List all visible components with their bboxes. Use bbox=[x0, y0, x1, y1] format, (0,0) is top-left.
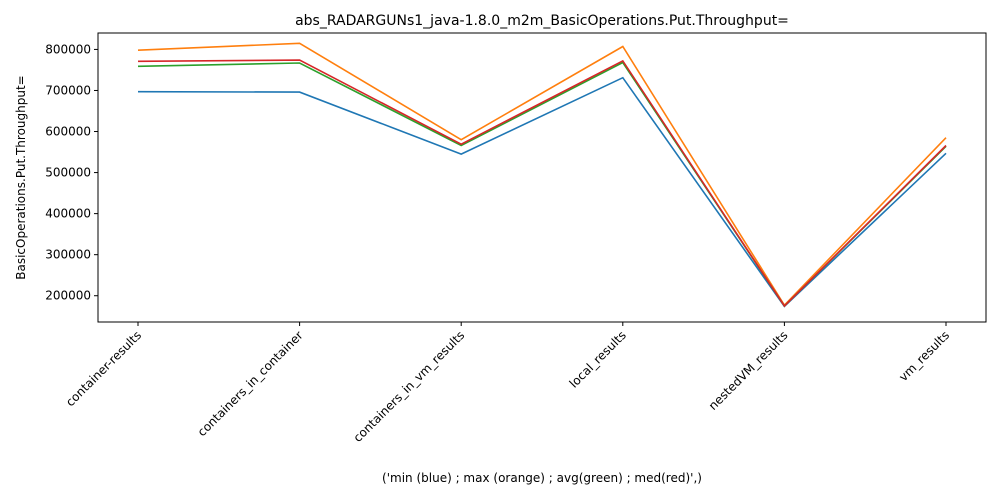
y-tick-label: 300000 bbox=[45, 248, 91, 262]
plot-frame bbox=[97, 32, 987, 323]
x-tick-label: containers_in_vm_results bbox=[351, 328, 468, 445]
y-tick-label: 600000 bbox=[45, 125, 91, 139]
y-axis-label: BasicOperations.Put.Throughput= bbox=[14, 75, 28, 279]
x-tick-label: containers_in_container bbox=[195, 328, 306, 439]
series-line-2 bbox=[137, 61, 947, 308]
y-tick-label: 200000 bbox=[45, 289, 91, 303]
y-tick-label: 700000 bbox=[45, 83, 91, 97]
x-tick-label: local_results bbox=[567, 328, 629, 390]
y-tick-label: 400000 bbox=[45, 207, 91, 221]
y-tick-label: 500000 bbox=[45, 166, 91, 180]
x-axis: container-results containers_in_container… bbox=[63, 322, 952, 445]
series-line-3 bbox=[137, 59, 947, 308]
y-axis: 200000 300000 400000 500000 600000 700000 8000… bbox=[45, 42, 98, 303]
x-axis-label: ('min (blue) ; max (orange) ; avg(green)… bbox=[382, 471, 702, 485]
x-tick-label: nestedVM_results bbox=[706, 328, 791, 413]
x-tick-label: vm_results bbox=[896, 328, 952, 384]
x-tick-label: container-results bbox=[63, 328, 144, 409]
chart-title: abs_RADARGUNs1_java-1.8.0_m2m_BasicOpera… bbox=[295, 13, 789, 29]
series-line-1 bbox=[137, 42, 947, 307]
series-line-0 bbox=[137, 76, 947, 308]
series-lines bbox=[137, 42, 947, 308]
y-tick-label: 800000 bbox=[45, 42, 91, 56]
